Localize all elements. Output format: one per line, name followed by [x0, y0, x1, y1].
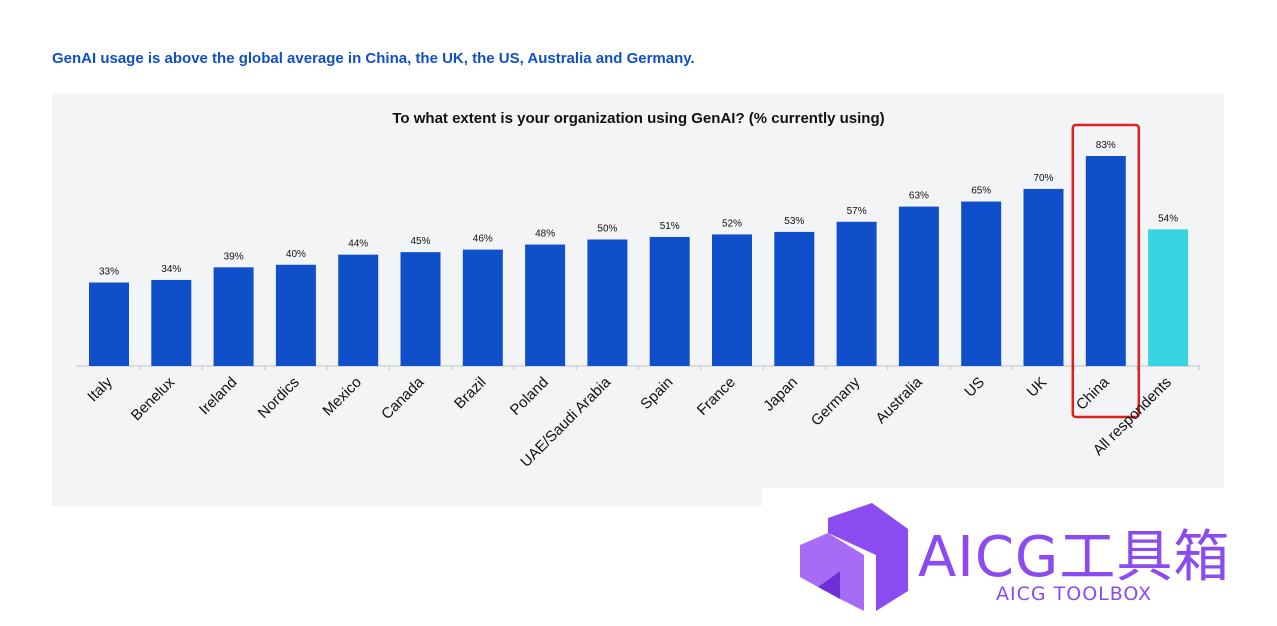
- bar-nordics: [275, 264, 316, 366]
- category-label: France: [694, 374, 739, 419]
- bar-ireland: [213, 267, 254, 366]
- data-label: 46%: [473, 234, 493, 245]
- bar-all-respondents: [1148, 229, 1189, 366]
- highlight-box: [1071, 123, 1141, 419]
- data-label: 50%: [597, 224, 617, 235]
- chart-title: To what extent is your organization usin…: [392, 110, 885, 127]
- bar-brazil: [462, 249, 503, 366]
- data-label: 83%: [1096, 140, 1116, 151]
- bar-poland: [525, 244, 566, 366]
- category-label: Poland: [507, 374, 552, 419]
- category-label: Nordics: [255, 374, 303, 422]
- bar-france: [712, 234, 752, 366]
- data-label: 48%: [535, 229, 555, 240]
- watermark-text: AICG工具箱: [918, 525, 1231, 590]
- data-label: 53%: [784, 216, 804, 227]
- category-label: US: [961, 374, 988, 401]
- category-label: Benelux: [128, 373, 179, 424]
- data-label: 40%: [286, 249, 306, 260]
- data-label: 70%: [1033, 173, 1053, 184]
- category-label: Mexico: [319, 374, 365, 420]
- bar-australia: [898, 206, 939, 366]
- data-label: 44%: [348, 239, 368, 250]
- bar-china: [1085, 156, 1126, 366]
- bar-italy: [89, 282, 129, 366]
- data-label: 65%: [971, 186, 991, 197]
- category-label: Germany: [808, 373, 864, 429]
- category-label: UK: [1024, 374, 1051, 401]
- bar-canada: [400, 252, 441, 366]
- data-label: 34%: [161, 264, 181, 275]
- bar-benelux: [151, 279, 192, 366]
- bar-mexico: [338, 254, 379, 366]
- category-label: Japan: [760, 374, 801, 415]
- watermark-subtext: AICG TOOLBOX: [996, 583, 1153, 605]
- data-label: 51%: [660, 221, 680, 232]
- data-label: 57%: [847, 206, 867, 217]
- category-label: Brazil: [451, 374, 490, 413]
- data-label: 52%: [722, 218, 742, 229]
- bar-germany: [836, 221, 877, 366]
- bar-spain: [649, 236, 690, 366]
- bar-uae-saudi-arabia: [587, 239, 628, 366]
- category-label: Australia: [872, 373, 926, 427]
- data-label: 33%: [99, 267, 119, 278]
- category-label: China: [1073, 373, 1113, 413]
- data-label: 39%: [224, 251, 244, 262]
- aicg-logo-icon: [800, 503, 908, 611]
- data-label: 54%: [1158, 213, 1178, 224]
- page-headline: GenAI usage is above the global average …: [52, 50, 695, 67]
- category-label: Canada: [378, 373, 428, 423]
- bar-japan: [774, 231, 815, 366]
- data-label: 45%: [410, 236, 430, 247]
- bar-uk: [1023, 188, 1064, 366]
- category-label: Italy: [84, 373, 116, 405]
- category-label: Spain: [637, 374, 676, 413]
- category-label: Ireland: [196, 374, 240, 418]
- bar-us: [961, 201, 1002, 366]
- data-label: 63%: [909, 191, 929, 202]
